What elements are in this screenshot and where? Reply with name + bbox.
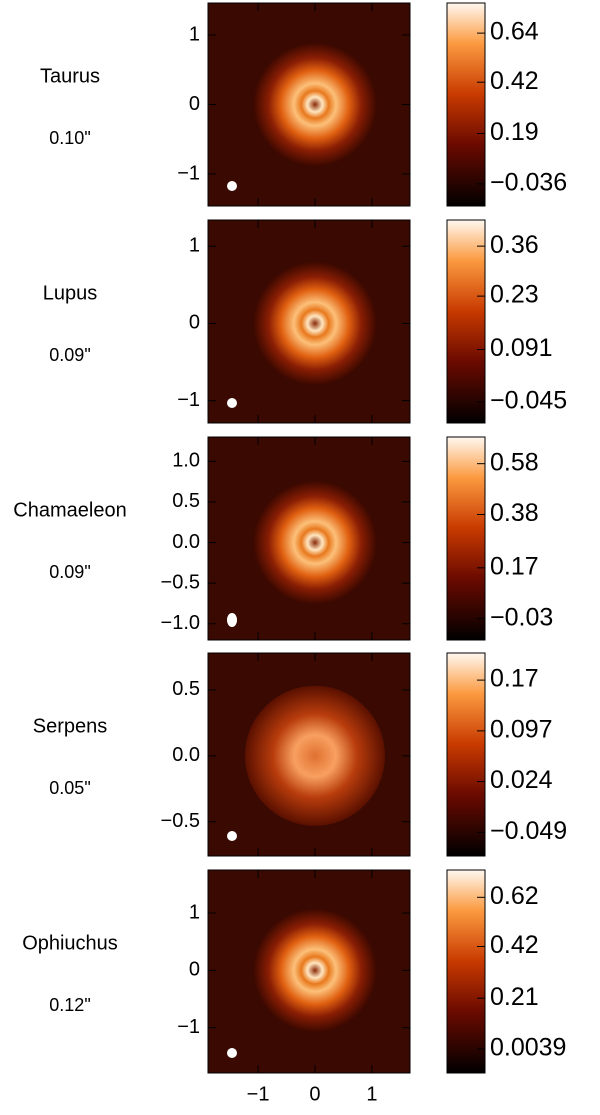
y-tick-label: 0.0 bbox=[172, 744, 200, 766]
y-tick-label: −0.5 bbox=[161, 810, 200, 832]
y-tick-label: −1 bbox=[177, 162, 200, 184]
disk-image bbox=[252, 42, 377, 167]
colorbar-tick-label: 0.64 bbox=[490, 18, 539, 46]
disk-image bbox=[244, 685, 385, 826]
y-tick-label: −0.5 bbox=[161, 571, 200, 593]
colorbar-tick-label: −0.03 bbox=[490, 603, 553, 631]
image-frame bbox=[207, 652, 411, 857]
colorbar-tick-label: 0.21 bbox=[490, 983, 539, 1011]
colorbar bbox=[446, 652, 486, 857]
region-name: Ophiuchus bbox=[22, 932, 118, 954]
colorbar-tick-label: 0.62 bbox=[490, 882, 539, 910]
x-tick-label: 0 bbox=[309, 1083, 320, 1105]
disk-image bbox=[252, 261, 377, 386]
x-tick-label: −1 bbox=[247, 1083, 270, 1105]
colorbar bbox=[446, 436, 486, 641]
y-tick-label: 1 bbox=[189, 23, 200, 45]
colorbar-tick-label: 0.17 bbox=[490, 552, 539, 580]
y-tick-label: 0.5 bbox=[172, 678, 200, 700]
y-tick-label: −1.0 bbox=[161, 612, 200, 634]
beam-size: 0.10" bbox=[49, 128, 90, 148]
region-name: Serpens bbox=[33, 715, 108, 737]
colorbar bbox=[446, 2, 486, 207]
beam-size: 0.05" bbox=[49, 778, 90, 798]
colorbar-tick-label: 0.36 bbox=[490, 231, 539, 259]
image-frame bbox=[207, 869, 411, 1074]
beam bbox=[227, 181, 237, 191]
y-tick-label: −1 bbox=[177, 389, 200, 411]
x-tick-label: 1 bbox=[366, 1083, 377, 1105]
y-tick-label: 1 bbox=[189, 901, 200, 923]
y-tick-label: 1 bbox=[189, 235, 200, 257]
y-tick-label: 0 bbox=[189, 959, 200, 981]
colorbar-tick-label: 0.024 bbox=[490, 766, 553, 794]
region-name: Lupus bbox=[43, 282, 98, 304]
colorbar-tick-label: −0.049 bbox=[490, 817, 567, 845]
colorbar-tick-label: 0.58 bbox=[490, 448, 539, 476]
y-tick-label: 0 bbox=[189, 93, 200, 115]
y-tick-label: 0.5 bbox=[172, 490, 200, 512]
colorbar-tick-label: 0.42 bbox=[490, 67, 539, 95]
beam bbox=[227, 1048, 237, 1058]
colorbar-tick-label: 0.091 bbox=[490, 334, 553, 362]
colorbar-tick-label: 0.0039 bbox=[490, 1034, 566, 1062]
image-frame bbox=[207, 436, 411, 641]
beam bbox=[227, 831, 237, 841]
beam-size: 0.09" bbox=[49, 345, 90, 365]
beam bbox=[227, 613, 237, 627]
colorbar-tick-label: 0.23 bbox=[490, 281, 539, 309]
colorbar bbox=[446, 869, 486, 1074]
colorbar bbox=[446, 219, 486, 424]
y-tick-label: 0 bbox=[189, 312, 200, 334]
image-frame bbox=[207, 219, 411, 424]
region-name: Chamaeleon bbox=[13, 499, 126, 521]
disk-image bbox=[252, 908, 377, 1033]
colorbar-tick-label: −0.045 bbox=[490, 386, 567, 414]
beam-size: 0.09" bbox=[49, 562, 90, 582]
beam-size: 0.12" bbox=[49, 995, 90, 1015]
y-tick-label: 1.0 bbox=[172, 450, 200, 472]
beam bbox=[227, 398, 237, 408]
y-tick-label: −1 bbox=[177, 1016, 200, 1038]
disk-image bbox=[252, 480, 377, 605]
colorbar-tick-label: −0.036 bbox=[490, 169, 567, 197]
colorbar-tick-label: 0.097 bbox=[490, 715, 553, 743]
region-name: Taurus bbox=[40, 65, 100, 87]
y-tick-label: 0.0 bbox=[172, 531, 200, 553]
colorbar-tick-label: 0.42 bbox=[490, 931, 539, 959]
colorbar-tick-label: 0.17 bbox=[490, 665, 539, 693]
colorbar-tick-label: 0.19 bbox=[490, 118, 539, 146]
colorbar-tick-label: 0.38 bbox=[490, 499, 539, 527]
